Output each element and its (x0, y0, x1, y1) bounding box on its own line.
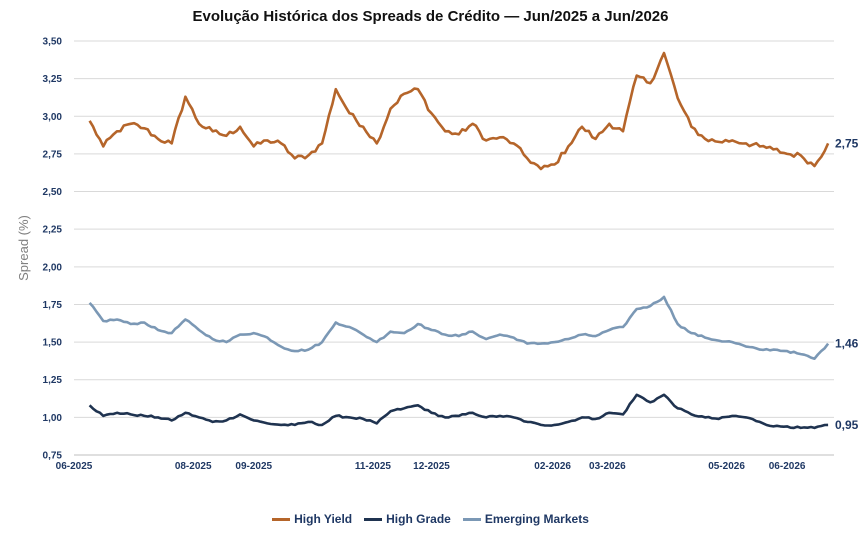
x-tick-label: 05-2026 (708, 461, 745, 472)
legend-swatch (272, 518, 291, 522)
y-tick-label: 1,00 (43, 413, 63, 424)
y-tick-label: 0,75 (43, 451, 63, 462)
gridlines (74, 40, 834, 418)
y-tick-label: 2,75 (43, 149, 63, 160)
y-tick-label: 3,25 (43, 74, 63, 85)
chart-title: Evolução Histórica dos Spreads de Crédit… (192, 8, 669, 25)
y-tick-label: 2,00 (43, 262, 63, 273)
series-line-high-grade (88, 393, 829, 430)
x-tick-label: 08-2025 (175, 461, 212, 472)
series-lines (88, 51, 830, 430)
end-label-high-yield: 2,75 (835, 136, 859, 150)
series-line-high-yield (88, 51, 830, 171)
x-tick-label: 11-2025 (355, 461, 392, 472)
legend-item: Emerging Markets (462, 512, 589, 526)
y-axis-label: Spread (%) (16, 215, 31, 281)
x-tick-label: 09-2025 (235, 461, 272, 472)
legend-label: Emerging Markets (484, 512, 589, 526)
legend: High Yield High Grade Emerging Markets (0, 512, 861, 526)
end-label-emerging-markets: 1,46 (835, 337, 859, 351)
series-line-emerging-markets (88, 295, 830, 360)
legend-swatch (364, 518, 383, 522)
y-tick-label: 1,50 (43, 338, 63, 349)
y-tick-label: 3,00 (43, 112, 63, 123)
y-tick-label: 1,75 (43, 300, 63, 311)
end-labels: 2,75 0,95 1,46 (835, 136, 859, 432)
legend-swatch (462, 518, 481, 522)
y-axis: 0,75 1,00 1,25 1,50 1,75 2,00 2,25 2,50 2,75 3,00… (43, 37, 63, 462)
legend-label: High Grade (386, 512, 451, 526)
y-tick-label: 3,50 (43, 37, 63, 48)
y-tick-label: 2,50 (43, 187, 63, 198)
x-axis: 06-2025 08-2025 09-2025 11-2025 12-2025 02-20… (56, 461, 806, 472)
x-tick-label: 02-2026 (534, 461, 571, 472)
x-tick-label: 03-2026 (589, 461, 626, 472)
x-tick-label: 12-2025 (413, 461, 450, 472)
legend-item: High Yield (272, 512, 352, 526)
end-label-high-grade: 0,95 (835, 418, 859, 432)
y-tick-label: 2,25 (43, 225, 63, 236)
x-tick-label: 06-2025 (56, 461, 93, 472)
legend-item: High Grade (364, 512, 451, 526)
x-tick-label: 06-2026 (769, 461, 806, 472)
legend-label: High Yield (294, 512, 353, 526)
y-tick-label: 1,25 (43, 375, 63, 386)
